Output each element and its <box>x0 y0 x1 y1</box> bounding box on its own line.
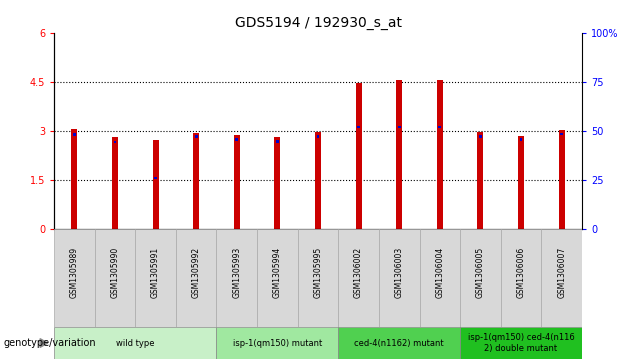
Text: GSM1306003: GSM1306003 <box>395 247 404 298</box>
Bar <box>478 132 483 229</box>
Bar <box>438 126 441 128</box>
Bar <box>420 229 460 327</box>
Bar <box>560 133 563 135</box>
Bar <box>356 83 362 229</box>
Bar <box>73 134 76 136</box>
Text: GSM1305989: GSM1305989 <box>70 247 79 298</box>
Bar <box>338 229 379 327</box>
Text: GSM1306002: GSM1306002 <box>354 247 363 298</box>
Text: isp-1(qm150) mutant: isp-1(qm150) mutant <box>233 339 322 347</box>
Bar <box>235 138 238 140</box>
Text: GSM1305994: GSM1305994 <box>273 247 282 298</box>
Bar <box>234 135 240 229</box>
Text: wild type: wild type <box>116 339 155 347</box>
Bar <box>479 135 482 138</box>
Bar <box>460 229 501 327</box>
Bar <box>317 135 319 138</box>
Bar <box>315 132 321 229</box>
Bar <box>95 229 135 327</box>
Bar <box>520 138 522 140</box>
Bar <box>193 133 199 229</box>
Text: GSM1306005: GSM1306005 <box>476 247 485 298</box>
Bar <box>216 229 257 327</box>
Bar <box>154 177 157 179</box>
Text: GSM1306004: GSM1306004 <box>435 247 445 298</box>
Bar <box>71 129 78 229</box>
Bar <box>276 140 279 143</box>
Text: GSM1305991: GSM1305991 <box>151 247 160 298</box>
Bar <box>153 140 158 229</box>
Bar <box>338 327 460 359</box>
Bar <box>460 327 582 359</box>
Bar <box>257 229 298 327</box>
Text: GSM1305993: GSM1305993 <box>232 247 241 298</box>
Bar <box>541 229 582 327</box>
Text: GSM1305990: GSM1305990 <box>111 247 120 298</box>
Bar <box>114 141 116 143</box>
Bar <box>195 135 198 138</box>
Bar <box>274 136 280 229</box>
Bar <box>135 229 176 327</box>
Title: GDS5194 / 192930_s_at: GDS5194 / 192930_s_at <box>235 16 401 30</box>
Bar <box>396 80 402 229</box>
Bar <box>112 136 118 229</box>
Bar <box>357 126 360 128</box>
Bar <box>176 229 216 327</box>
Bar <box>54 327 216 359</box>
Bar <box>54 229 95 327</box>
Bar <box>379 229 420 327</box>
Text: GSM1305992: GSM1305992 <box>191 247 201 298</box>
Text: genotype/variation: genotype/variation <box>3 338 96 348</box>
Text: isp-1(qm150) ced-4(n116
2) double mutant: isp-1(qm150) ced-4(n116 2) double mutant <box>467 333 574 353</box>
Bar <box>398 126 401 128</box>
Text: ced-4(n1162) mutant: ced-4(n1162) mutant <box>354 339 444 347</box>
Bar <box>298 229 338 327</box>
Bar <box>216 327 338 359</box>
Text: GSM1306006: GSM1306006 <box>516 247 525 298</box>
Bar <box>518 136 524 229</box>
Text: GSM1306007: GSM1306007 <box>557 247 566 298</box>
Text: GSM1305995: GSM1305995 <box>314 247 322 298</box>
Bar <box>558 130 565 229</box>
Bar <box>437 80 443 229</box>
Bar <box>501 229 541 327</box>
